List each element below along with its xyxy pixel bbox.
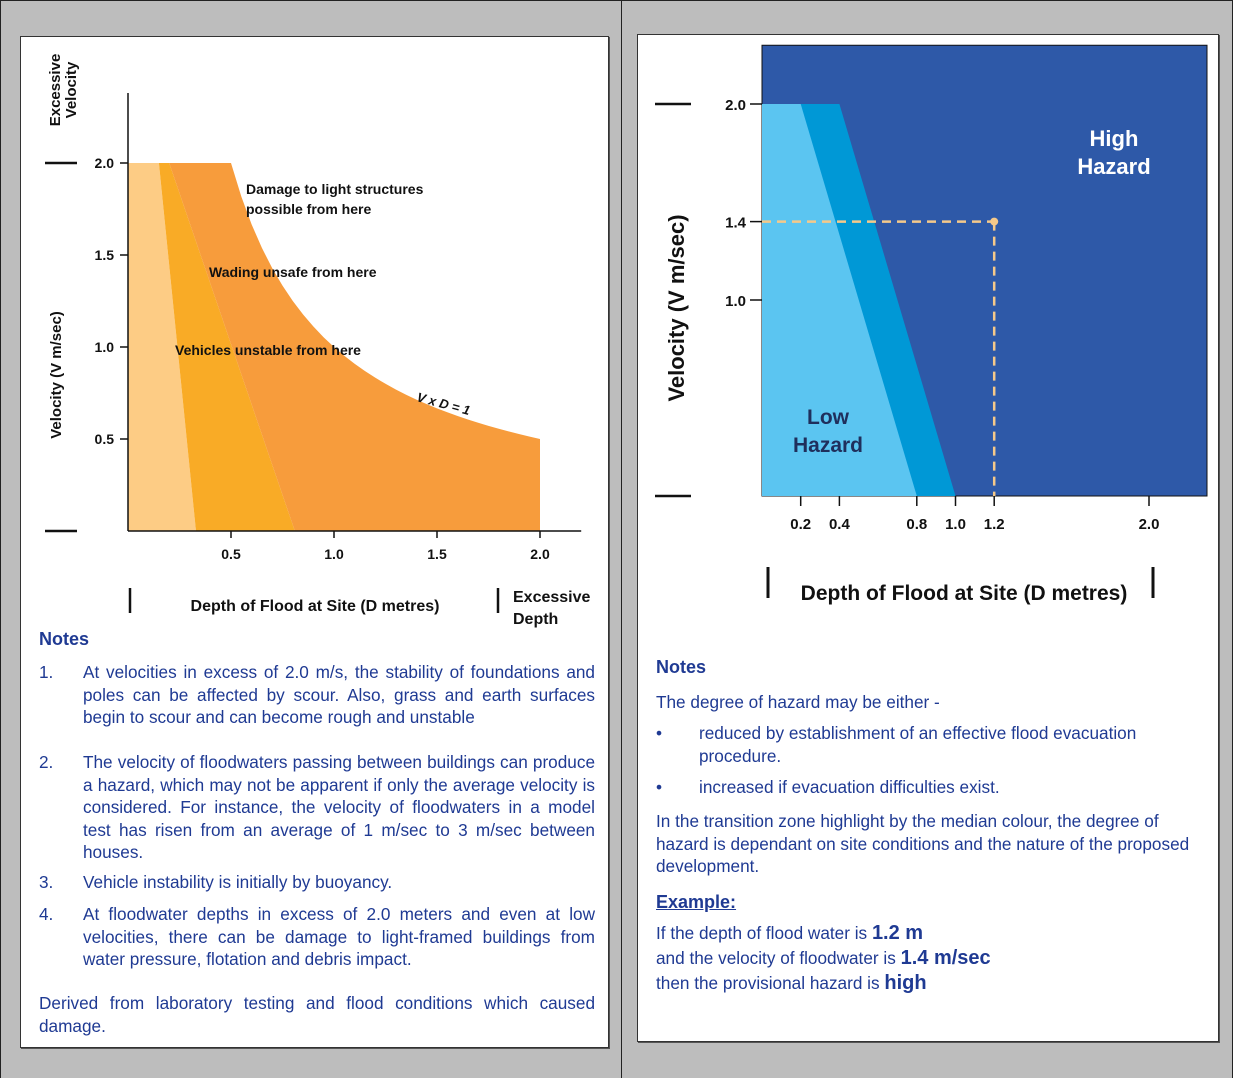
left-notes-title: Notes bbox=[39, 629, 90, 649]
left-cell: 0.5 1.0 1.5 2.0 0.5 1.0 1.5 2.0 Excessive Veloc… bbox=[0, 0, 622, 1078]
y-tick-label: 0.5 bbox=[95, 431, 115, 447]
left-panel: 0.5 1.0 1.5 2.0 0.5 1.0 1.5 2.0 Excessive Veloc… bbox=[20, 36, 609, 1048]
note-text-4: At floodwater depths in excess of 2.0 me… bbox=[83, 904, 595, 970]
x-tick-label: 1.5 bbox=[427, 546, 447, 562]
note-item-3: 3. Vehicle instability is initially by b… bbox=[39, 871, 595, 894]
note-num-4: 4. bbox=[39, 904, 54, 924]
example-line-3-text: then the provisional hazard is bbox=[656, 973, 885, 993]
notes-footer: Derived from laboratory testing and floo… bbox=[39, 993, 595, 1036]
example-velocity-value: 1.4 m/sec bbox=[900, 947, 991, 969]
y-axis-label: Velocity (V m/sec) bbox=[48, 311, 65, 439]
example-line-3: then the provisional hazard is high bbox=[656, 972, 1206, 995]
low-hazard-label-1: Low bbox=[807, 406, 850, 429]
right-y-tick-label: 1.0 bbox=[725, 293, 746, 310]
excessive-velocity-label-1: Excessive bbox=[47, 54, 64, 127]
right-x-tick-label: 0.2 bbox=[790, 516, 811, 533]
note-num-2: 2. bbox=[39, 752, 54, 772]
example-hazard-value: high bbox=[884, 972, 927, 994]
right-x-tick-label: 1.0 bbox=[945, 516, 966, 533]
bullet-dot-icon: • bbox=[656, 777, 663, 797]
low-hazard-label-2: Hazard bbox=[793, 434, 863, 457]
right-notes-title: Notes bbox=[656, 657, 707, 677]
y-tick-label: 1.5 bbox=[95, 247, 115, 263]
note-item-4: 4. At floodwater depths in excess of 2.0… bbox=[39, 903, 595, 971]
right-cell: 1.0 1.4 2.0 0.2 0.4 0.8 1.0 1.2 2.0 Velocity (V … bbox=[622, 0, 1233, 1078]
right-x-tick-label: 0.8 bbox=[906, 516, 927, 533]
x-tick-label: 0.5 bbox=[221, 546, 241, 562]
annotation-structures-1: Damage to light structures bbox=[246, 181, 424, 197]
y-tick-label: 2.0 bbox=[95, 155, 115, 171]
x-tick-label: 1.0 bbox=[324, 546, 344, 562]
hazard-region-1 bbox=[128, 163, 196, 531]
excessive-depth-label-1: Excessive bbox=[513, 589, 591, 606]
example-line-1: If the depth of flood water is 1.2 m bbox=[656, 922, 1206, 945]
right-notes-intro: The degree of hazard may be either - bbox=[656, 692, 940, 712]
right-x-axis-label: Depth of Flood at Site (D metres) bbox=[801, 582, 1128, 605]
example-line-2-text: and the velocity of floodwater is bbox=[656, 948, 901, 968]
example-line-1-text: If the depth of flood water is bbox=[656, 923, 872, 943]
example-title: Example: bbox=[656, 892, 737, 912]
annotation-vehicles: Vehicles unstable from here bbox=[175, 342, 361, 358]
excessive-depth-label-2: Depth bbox=[513, 611, 558, 628]
x-axis-label: Depth of Flood at Site (D metres) bbox=[191, 598, 440, 615]
right-x-tick-label: 0.4 bbox=[829, 516, 851, 533]
bullet-dot-icon: • bbox=[656, 723, 663, 743]
high-hazard-label-2: Hazard bbox=[1077, 154, 1150, 179]
right-notes: Notes The degree of hazard may be either… bbox=[638, 655, 1218, 1035]
hazard-region-2 bbox=[158, 163, 295, 531]
note-item-2: 2. The velocity of floodwaters passing b… bbox=[39, 751, 595, 864]
right-notes-transition: In the transition zone highlight by the … bbox=[656, 811, 1190, 877]
x-tick-label: 2.0 bbox=[530, 546, 550, 562]
left-notes: Notes 1. At velocities in excess of 2.0 … bbox=[21, 627, 608, 1047]
example-depth-value: 1.2 m bbox=[871, 922, 924, 944]
high-hazard-label-1: High bbox=[1090, 126, 1139, 151]
bullet-item-1: • reduced by establishment of an effecti… bbox=[656, 722, 1206, 767]
right-y-tick-label: 1.4 bbox=[725, 215, 747, 232]
right-x-tick-label: 2.0 bbox=[1139, 516, 1160, 533]
annotation-wading: Wading unsafe from here bbox=[209, 264, 377, 280]
note-text-2: The velocity of floodwaters passing betw… bbox=[83, 752, 595, 863]
right-panel: 1.0 1.4 2.0 0.2 0.4 0.8 1.0 1.2 2.0 Velocity (V … bbox=[637, 34, 1219, 1042]
example-line-2: and the velocity of floodwater is 1.4 m/… bbox=[656, 947, 1206, 970]
right-y-axis-label: Velocity (V m/sec) bbox=[664, 214, 689, 401]
low-hazard-region bbox=[762, 104, 917, 496]
right-y-tick-label: 2.0 bbox=[725, 97, 746, 114]
bullet-text-1: reduced by establishment of an effective… bbox=[699, 723, 1137, 766]
bullet-text-2: increased if evacuation difficulties exi… bbox=[699, 777, 1000, 797]
flood-hazard-chart-left: 0.5 1.0 1.5 2.0 0.5 1.0 1.5 2.0 Excessive Veloc… bbox=[45, 54, 591, 628]
right-x-tick-label: 1.2 bbox=[984, 516, 1005, 533]
flood-hazard-chart-right: 1.0 1.4 2.0 0.2 0.4 0.8 1.0 1.2 2.0 Velocity (V … bbox=[655, 44, 1208, 605]
y-tick-label: 1.0 bbox=[95, 339, 115, 355]
note-text-3: Vehicle instability is initially by buoy… bbox=[83, 872, 393, 892]
annotation-structures-2: possible from here bbox=[246, 201, 371, 217]
note-num-1: 1. bbox=[39, 662, 54, 682]
note-item-1: 1. At velocities in excess of 2.0 m/s, t… bbox=[39, 661, 595, 729]
hazard-region-3 bbox=[169, 163, 540, 531]
bullet-item-2: • increased if evacuation difficulties e… bbox=[656, 776, 1206, 799]
note-num-3: 3. bbox=[39, 872, 54, 892]
note-text-1: At velocities in excess of 2.0 m/s, the … bbox=[83, 662, 595, 728]
excessive-velocity-label-2: Velocity bbox=[63, 61, 80, 118]
example-point bbox=[990, 217, 999, 226]
